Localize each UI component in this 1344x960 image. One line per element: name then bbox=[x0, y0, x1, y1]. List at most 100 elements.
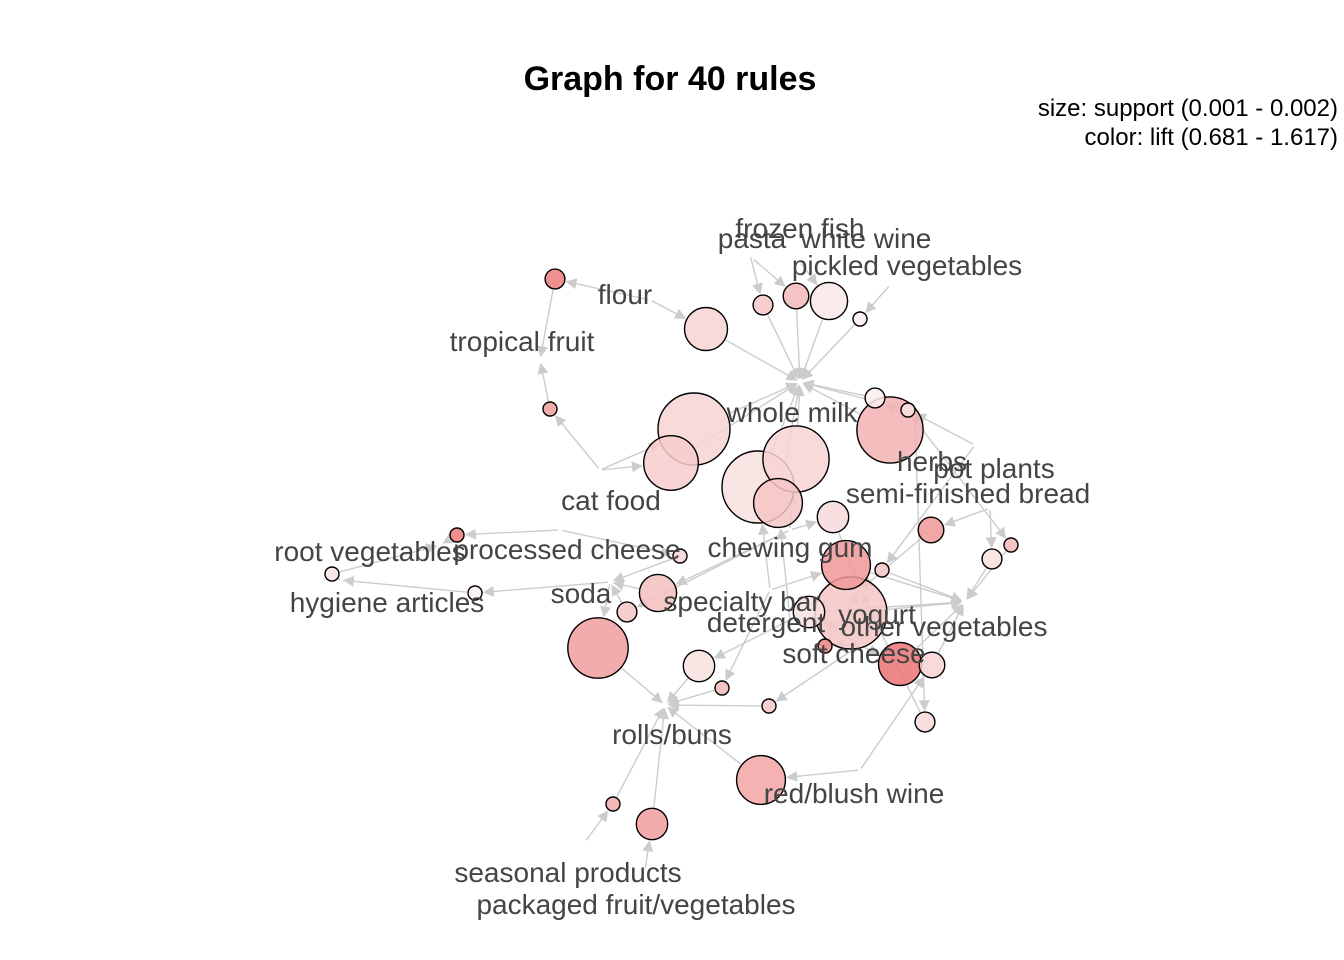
rule-node-r37 bbox=[735, 754, 787, 806]
edge-r1-to-whole-milk bbox=[767, 314, 799, 380]
item-label-pasta: pasta bbox=[718, 223, 787, 254]
item-label-red-blush-wine: red/blush wine bbox=[764, 778, 945, 809]
edge-hygiene-articles-to-r17 bbox=[327, 569, 341, 581]
edge-soft-cheese-to-r35 bbox=[861, 644, 880, 655]
edge-r25-to-rolls-buns bbox=[667, 699, 762, 711]
edge-r28-to-other-vegetables bbox=[870, 571, 963, 604]
edge-detergent-to-r12 bbox=[776, 528, 791, 619]
item-label-processed-cheese: processed cheese bbox=[453, 534, 680, 565]
edge-r7-to-tropical-fruit bbox=[537, 362, 550, 402]
item-label-soft-cheese: soft cheese bbox=[782, 638, 925, 669]
edge-r39-to-rolls-buns bbox=[653, 707, 669, 808]
rule-node-r5 bbox=[683, 306, 729, 352]
edge-pot-plants-to-r15 bbox=[915, 413, 974, 445]
rule-node-r25 bbox=[761, 698, 777, 714]
edge-red-blush-wine-to-r36 bbox=[860, 676, 925, 769]
rule-node-r23 bbox=[682, 649, 716, 683]
rule-node-r7 bbox=[542, 401, 558, 417]
item-label-frozen-fish: frozen fish bbox=[735, 213, 864, 244]
edge-soft-cheese-to-r25 bbox=[775, 645, 859, 702]
edge-r17-to-root-vegetables bbox=[339, 543, 438, 573]
edge-r38-to-rolls-buns bbox=[616, 707, 664, 798]
rule-node-r39 bbox=[635, 807, 669, 841]
edge-specialty-bar-to-r28 bbox=[771, 571, 822, 591]
rule-node-r30 bbox=[1003, 537, 1019, 553]
rule-node-r2 bbox=[782, 282, 810, 310]
edge-specialty-bar-to-r11 bbox=[758, 523, 771, 589]
rule-node-r21 bbox=[616, 601, 638, 623]
edge-r19-to-soda bbox=[612, 558, 673, 583]
edge-herbs-to-r30 bbox=[915, 421, 1007, 539]
edge-flour-to-r6 bbox=[565, 278, 649, 301]
rule-node-r34 bbox=[817, 638, 833, 654]
legend-size: size: support (0.001 - 0.002) bbox=[1038, 95, 1338, 122]
item-label-semi-finished-bread: semi-finished bread bbox=[846, 478, 1090, 509]
edge-specialty-bar-to-r24 bbox=[725, 591, 770, 681]
edge-soda-to-r22 bbox=[600, 583, 611, 618]
rule-node-r31 bbox=[874, 562, 890, 578]
rule-node-r4 bbox=[852, 311, 868, 327]
edge-r31-to-other-vegetables bbox=[889, 572, 963, 603]
item-label-flour: flour bbox=[598, 279, 652, 310]
item-label-pot-plants: pot plants bbox=[933, 453, 1054, 484]
item-label-chewing-gum: chewing gum bbox=[708, 532, 873, 563]
edge-cat-food-to-r9 bbox=[601, 461, 643, 473]
rule-node-r36 bbox=[918, 651, 946, 679]
edge-layer bbox=[327, 256, 1007, 869]
edge-white-wine-to-r3 bbox=[800, 263, 818, 286]
edge-soda-to-r18 bbox=[482, 581, 609, 597]
rule-node-r17 bbox=[324, 566, 340, 582]
rule-node-r27 bbox=[917, 516, 945, 544]
rule-node-r26 bbox=[816, 500, 850, 534]
item-label-rolls-buns: rolls/buns bbox=[612, 719, 732, 750]
edge-pasta-to-r2 bbox=[753, 258, 786, 288]
rule-node-r9 bbox=[643, 435, 700, 492]
rule-node-r29 bbox=[981, 548, 1003, 570]
edge-semi-finished-bread-to-r29 bbox=[985, 509, 997, 549]
edge-r6-to-tropical-fruit bbox=[537, 289, 554, 358]
edge-red-blush-wine-to-r37 bbox=[786, 769, 859, 782]
rule-node-r38 bbox=[605, 796, 621, 812]
rule-node-layer bbox=[324, 268, 1019, 841]
edge-processed-cheese-to-r16 bbox=[464, 528, 559, 540]
item-label-specialty-bar: specialty bar bbox=[663, 586, 820, 617]
item-label-hygiene-articles: hygiene articles bbox=[290, 587, 485, 618]
edge-r18-to-hygiene-articles bbox=[342, 575, 468, 593]
item-label-seasonal-products: seasonal products bbox=[454, 857, 681, 888]
edge-frozen-fish-to-r1 bbox=[749, 256, 763, 295]
edge-pot-plants-to-r31 bbox=[886, 446, 975, 564]
edge-packaged-fruit-vegetables-to-r39 bbox=[642, 840, 654, 869]
rule-node-r28 bbox=[820, 539, 872, 591]
edge-r29-to-other-vegetables bbox=[966, 567, 987, 600]
item-label-soda: soda bbox=[551, 578, 612, 609]
item-label-other-vegetables: other vegetables bbox=[840, 611, 1047, 642]
edge-cat-food-to-r7 bbox=[555, 415, 600, 469]
rule-node-r20 bbox=[638, 573, 678, 613]
item-label-packaged-fruit-vegetables: packaged fruit/vegetables bbox=[476, 889, 795, 920]
edge-r16-to-root-vegetables bbox=[442, 533, 455, 544]
item-label-white-wine: white wine bbox=[800, 223, 932, 254]
edge-chewing-gum-to-r26 bbox=[791, 519, 818, 531]
edge-r8-to-whole-milk bbox=[727, 382, 798, 415]
rule-node-r15 bbox=[900, 402, 916, 418]
item-label-herbs: herbs bbox=[897, 446, 967, 477]
rule-node-r3 bbox=[809, 281, 849, 321]
edge-seasonal-products-to-r38 bbox=[585, 810, 609, 841]
edge-flour-to-r5 bbox=[651, 300, 687, 319]
edge-semi-finished-bread-to-r27 bbox=[943, 508, 989, 527]
edge-r4-to-whole-milk bbox=[801, 324, 855, 380]
edge-r22-to-rolls-buns bbox=[621, 667, 663, 704]
graph-title: Graph for 40 rules bbox=[524, 60, 817, 98]
rule-node-r19 bbox=[672, 548, 688, 564]
rule-node-r33 bbox=[792, 595, 826, 629]
edge-r2-to-whole-milk bbox=[793, 309, 805, 380]
edge-pickled-vegetables-to-r4 bbox=[865, 286, 890, 314]
rule-node-r22 bbox=[567, 617, 629, 679]
edge-detergent-to-r23 bbox=[713, 620, 789, 659]
rule-node-r16 bbox=[449, 527, 465, 543]
item-label-tropical-fruit: tropical fruit bbox=[450, 326, 595, 357]
edge-r21-to-soda bbox=[611, 584, 623, 603]
edge-r20-to-soda bbox=[612, 579, 640, 591]
